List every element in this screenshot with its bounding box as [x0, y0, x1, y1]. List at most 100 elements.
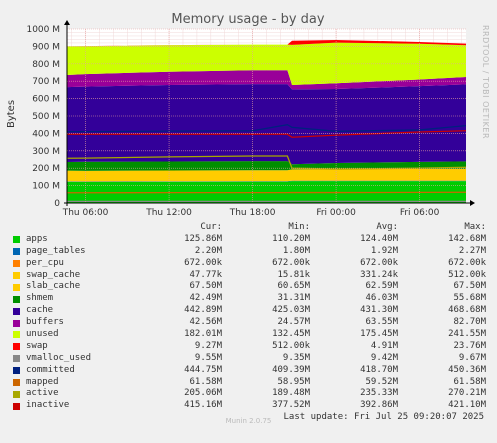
legend-avg-value: 175.45M [360, 329, 398, 340]
y-tick-label: 600 M [32, 95, 60, 105]
legend-cur-value: 205.06M [184, 388, 222, 399]
legend-min-value: 409.39M [272, 364, 310, 375]
legend-item: vmalloc_used 9.55M 9.35M 9.42M 9.67M [12, 353, 490, 365]
line-inactive [67, 130, 467, 138]
legend-swatch [13, 319, 20, 327]
y-tick-label: 700 M [32, 77, 60, 87]
legend-item: cache 442.89M 425.03M 431.30M 468.68M [12, 305, 490, 317]
legend-series-name: page_tables [26, 245, 86, 256]
legend-swatch [13, 271, 20, 279]
legend-series-name: swap_cache [26, 269, 81, 280]
stacked-areas [67, 39, 466, 203]
legend-swatch [13, 355, 20, 363]
legend-min-value: 189.48M [272, 388, 310, 399]
legend-item: swap_cache 47.77k 15.81k 331.24k 512.00k [12, 270, 490, 282]
legend-series-name: swap [26, 340, 48, 351]
legend-cur-value: 444.75M [184, 364, 222, 375]
legend-item: mapped 61.58M 58.95M 59.52M 61.58M [12, 377, 490, 389]
x-tick-label: Fri 00:00 [316, 208, 356, 218]
y-tick-label: 900 M [32, 42, 60, 52]
area-buffers [67, 70, 466, 90]
legend-avg-value: 63.55M [365, 317, 398, 328]
legend-item: active 205.06M 189.48M 235.33M 270.21M [12, 388, 490, 400]
legend-series-name: cache [26, 305, 54, 316]
legend-series-name: slab_cache [26, 281, 81, 292]
legend-item: slab_cache 67.50M 60.65M 62.59M 67.50M [12, 281, 490, 293]
legend-item: committed 444.75M 409.39M 418.70M 450.36M [12, 365, 490, 377]
legend-max-value: 67.50M [453, 281, 486, 292]
legend-avg-value: 392.86M [360, 400, 398, 411]
legend-cur-value: 415.16M [184, 400, 222, 411]
y-tick-label: 500 M [32, 112, 60, 122]
legend-min-value: 512.00k [272, 340, 310, 351]
y-tick-label: 0 [54, 199, 60, 209]
legend-avg-value: 59.52M [365, 376, 398, 387]
legend-item: apps 125.86M 110.20M 124.40M 142.68M [12, 234, 490, 246]
legend-cur-value: 47.77k [189, 269, 222, 280]
legend-min-value: 24.57M [277, 317, 310, 328]
legend-swatch [13, 331, 20, 339]
munin-version: Munin 2.0.75 [225, 417, 272, 425]
legend-avg-value: 124.40M [360, 233, 398, 244]
legend-max-value: 23.76M [453, 340, 486, 351]
legend-swatch [13, 283, 20, 291]
legend-header: Cur: Min: Avg: Max: [12, 222, 490, 234]
chart: Memory usage - by day RRDTOOL / TOBI OET… [6, 12, 490, 218]
legend-cur-value: 67.50M [189, 281, 222, 292]
legend-max-value: 270.21M [448, 388, 486, 399]
legend-cur-value: 442.89M [184, 305, 222, 316]
y-tick-label: 300 M [32, 147, 60, 157]
legend-cur-value: 9.55M [194, 352, 222, 363]
legend-item: inactive 415.16M 377.52M 392.86M 421.10M [12, 400, 490, 412]
y-tick-label: 200 M [32, 164, 60, 174]
legend-avg-value: 331.24k [360, 269, 398, 280]
area-swap_cache [67, 180, 466, 182]
y-tick-label: 100 M [32, 182, 60, 192]
legend-max-value: 241.55M [448, 329, 486, 340]
legend-max-value: 450.36M [448, 364, 486, 375]
legend-series-name: buffers [26, 317, 64, 328]
legend-col-avg: Avg: [376, 222, 398, 232]
legend-cur-value: 182.01M [184, 329, 222, 340]
x-axis-arrow [470, 200, 475, 206]
legend-min-value: 31.31M [277, 293, 310, 304]
legend-cur-value: 9.27M [194, 340, 222, 351]
area-cache [67, 84, 466, 165]
legend-avg-value: 9.42M [370, 352, 398, 363]
legend-min-value: 15.81k [277, 269, 310, 280]
legend-swatch [13, 378, 20, 386]
legend-swatch [13, 402, 20, 410]
legend-cur-value: 61.58M [189, 376, 222, 387]
legend-cur-value: 42.49M [189, 293, 222, 304]
x-tick-label: Thu 06:00 [62, 208, 109, 218]
legend-avg-value: 418.70M [360, 364, 398, 375]
legend-item: page_tables 2.20M 1.80M 1.92M 2.27M [12, 246, 490, 258]
area-per_cpu [67, 180, 466, 182]
legend-avg-value: 46.03M [365, 293, 398, 304]
legend-cur-value: 42.56M [189, 317, 222, 328]
legend-item: unused 182.01M 132.45M 175.45M 241.55M [12, 329, 490, 341]
legend-avg-value: 235.33M [360, 388, 398, 399]
major-grid [67, 28, 466, 203]
legend-swatch [13, 260, 20, 268]
chart-title: Memory usage - by day [171, 12, 324, 27]
legend-avg-value: 4.91M [370, 340, 398, 351]
legend-series-name: mapped [26, 376, 59, 387]
legend-swatch [13, 248, 20, 256]
legend-max-value: 512.00k [448, 269, 486, 280]
legend-max-value: 142.68M [448, 233, 486, 244]
y-tick-label: 800 M [32, 60, 60, 70]
legend-cur-value: 672.00k [184, 257, 222, 268]
legend-min-value: 60.65M [277, 281, 310, 292]
legend-series-name: vmalloc_used [26, 352, 92, 363]
rrdtool-credit: RRDTOOL / TOBI OETIKER [481, 25, 490, 139]
legend-max-value: 61.58M [453, 376, 486, 387]
x-tick-label: Thu 18:00 [229, 208, 276, 218]
legend-min-value: 672.00k [272, 257, 310, 268]
legend-swatch [13, 236, 20, 244]
legend-max-value: 9.67M [458, 352, 486, 363]
legend-series-name: unused [26, 329, 59, 340]
legend-max-value: 468.68M [448, 305, 486, 316]
legend-item: shmem 42.49M 31.31M 46.03M 55.68M [12, 293, 490, 305]
y-axis-arrow [64, 20, 70, 25]
